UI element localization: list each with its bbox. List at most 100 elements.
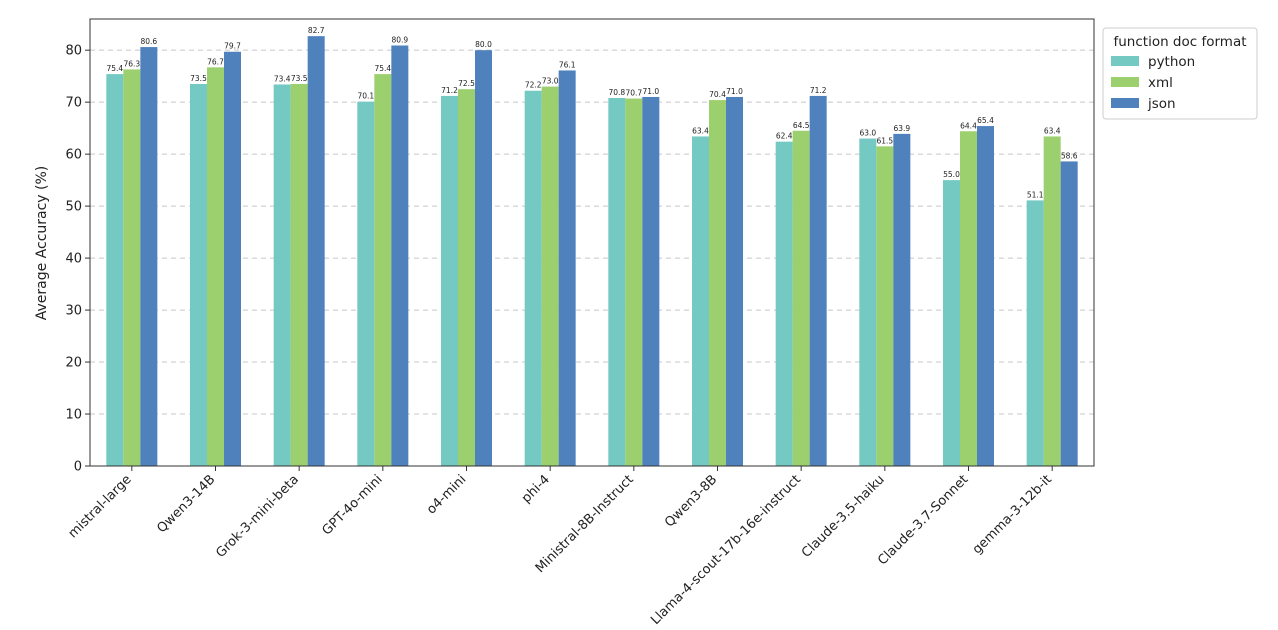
bar-value-label: 51.1 bbox=[1027, 190, 1044, 199]
bar-json bbox=[475, 50, 492, 467]
bar-python bbox=[775, 141, 793, 467]
bar-value-label: 71.2 bbox=[810, 86, 827, 95]
bar-json bbox=[642, 96, 660, 466]
bar-value-label: 73.5 bbox=[291, 74, 308, 83]
bar-xml bbox=[541, 86, 559, 467]
y-tick-label: 0 bbox=[74, 460, 82, 475]
bar-value-label: 76.3 bbox=[123, 59, 140, 68]
bar-python bbox=[441, 95, 458, 466]
bar-value-label: 65.4 bbox=[977, 116, 994, 125]
bar-json bbox=[893, 133, 911, 467]
bar-value-label: 71.0 bbox=[726, 87, 743, 96]
legend-swatch-xml bbox=[1111, 77, 1139, 87]
bar-xml bbox=[290, 83, 308, 466]
bar-xml bbox=[876, 146, 894, 466]
y-tick-label: 70 bbox=[65, 96, 82, 111]
bar-python bbox=[524, 90, 542, 466]
bar-value-label: 76.7 bbox=[207, 57, 224, 66]
x-tick-label: phi-4 bbox=[519, 472, 553, 506]
bar-value-label: 70.8 bbox=[608, 88, 625, 97]
bar-json bbox=[726, 96, 743, 466]
bar-value-label: 70.7 bbox=[625, 89, 642, 98]
bar-python bbox=[943, 180, 960, 466]
bar-value-label: 80.9 bbox=[391, 36, 408, 45]
x-tick-label: mistral-large bbox=[66, 472, 135, 541]
legend-swatch-python bbox=[1111, 56, 1139, 66]
bar-json bbox=[307, 36, 325, 467]
bar-value-label: 63.4 bbox=[692, 126, 709, 135]
bar-value-label: 75.4 bbox=[374, 64, 391, 73]
bar-json bbox=[140, 47, 158, 466]
x-tick-label: Qwen3-14B bbox=[154, 472, 218, 536]
legend-label-json: json bbox=[1147, 96, 1176, 112]
bar-value-label: 70.1 bbox=[357, 92, 374, 101]
y-tick-label: 60 bbox=[65, 148, 82, 163]
bar-json bbox=[1060, 161, 1078, 467]
bar-value-labels: 75.476.380.673.576.779.773.4 73.582.770.1… bbox=[106, 26, 1077, 199]
bar-value-label: 71.0 bbox=[642, 87, 659, 96]
bar-value-label: 64.5 bbox=[793, 121, 810, 130]
legend-frame bbox=[1102, 27, 1258, 120]
bar-python bbox=[357, 101, 375, 467]
bar-value-label: 64.4 bbox=[960, 121, 977, 130]
bar-xml bbox=[207, 67, 224, 466]
bar-value-label: 71.2 bbox=[441, 86, 458, 95]
bar-python bbox=[273, 84, 291, 467]
y-axis: 0 10 20 30 40 50 60 70 80 bbox=[65, 44, 90, 475]
bar-value-label: 80.6 bbox=[140, 37, 157, 46]
y-axis-label: Average Accuracy (%) bbox=[34, 166, 50, 321]
bar-value-label: 79.7 bbox=[224, 42, 241, 51]
bar-python bbox=[608, 98, 626, 467]
bar-xml bbox=[960, 131, 977, 466]
bar-value-label: 82.7 bbox=[308, 26, 325, 35]
bar-python bbox=[1026, 200, 1044, 466]
x-tick-label: Ministral-8B-Instruct bbox=[533, 472, 637, 576]
bar-xml bbox=[1043, 136, 1061, 466]
legend-label-python: python bbox=[1148, 54, 1195, 70]
bar-value-label: 61.5 bbox=[876, 136, 893, 145]
bar-xml bbox=[709, 100, 726, 467]
bar-xml bbox=[123, 69, 141, 466]
y-tick-label: 20 bbox=[65, 356, 82, 371]
bar-value-label: 70.4 bbox=[709, 90, 726, 99]
bar-value-label: 72.5 bbox=[458, 79, 475, 88]
y-tick-label: 50 bbox=[65, 200, 82, 215]
y-tick-label: 10 bbox=[65, 408, 82, 423]
plot-frame bbox=[89, 18, 1095, 467]
bar-value-label: 73.4 bbox=[274, 74, 291, 83]
bars bbox=[106, 36, 1078, 467]
bar-value-label: 73.0 bbox=[542, 77, 559, 86]
bar-value-label: 58.6 bbox=[1061, 151, 1078, 160]
x-tick-label: Claude-3.7-Sonnet bbox=[875, 472, 971, 568]
bar-json bbox=[558, 70, 576, 467]
legend-label-xml: xml bbox=[1148, 75, 1173, 91]
bar-value-label: 75.4 bbox=[106, 64, 123, 73]
bar-xml bbox=[458, 89, 475, 466]
bar-json bbox=[391, 45, 409, 466]
bar-value-label: 55.0 bbox=[943, 170, 960, 179]
x-tick-label: Claude-3.5-haiku bbox=[799, 472, 888, 561]
bar-value-label: 63.9 bbox=[893, 124, 910, 133]
legend: function doc format python xml json bbox=[1102, 27, 1258, 120]
x-tick-label: Grok-3-mini-beta bbox=[213, 472, 302, 561]
bar-value-label: 76.1 bbox=[559, 60, 576, 69]
y-tick-label: 80 bbox=[65, 44, 82, 59]
bar-value-label: 63.0 bbox=[859, 129, 876, 138]
x-tick-label: GPT-4o-mini bbox=[319, 472, 385, 538]
legend-title: function doc format bbox=[1113, 34, 1246, 50]
bar-xml bbox=[625, 98, 643, 467]
bar-json bbox=[809, 95, 827, 466]
bar-json bbox=[224, 51, 241, 466]
bar-value-label: 63.4 bbox=[1044, 126, 1061, 135]
y-tick-label: 40 bbox=[65, 252, 82, 267]
bar-python bbox=[692, 136, 709, 466]
x-tick-label: Llama-4-scout-17b-16e-instruct bbox=[648, 472, 804, 628]
bar-python bbox=[106, 74, 124, 467]
x-tick-label: gemma-3-12b-it bbox=[970, 472, 1055, 557]
bar-value-label: 80.0 bbox=[475, 40, 492, 49]
bar-python bbox=[859, 138, 877, 466]
bar-value-label: 72.2 bbox=[525, 81, 542, 90]
bar-xml bbox=[792, 130, 810, 466]
